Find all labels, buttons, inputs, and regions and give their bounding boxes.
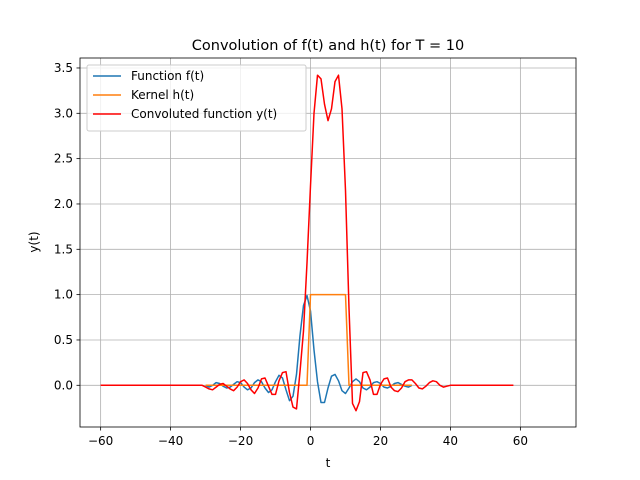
x-tick-label: 0 xyxy=(307,434,315,448)
legend-entry: Kernel h(t) xyxy=(131,88,194,102)
legend-entry: Function f(t) xyxy=(131,69,204,83)
x-tick-label: −20 xyxy=(228,434,253,448)
series-lines xyxy=(100,74,514,412)
series-line-3 xyxy=(100,74,514,412)
x-tick-label: 60 xyxy=(513,434,528,448)
x-tick-label: 40 xyxy=(443,434,458,448)
y-tick-label: 0.0 xyxy=(54,378,73,392)
y-axis-ticks: 0.0 0.5 1.0 1.5 2.0 2.5 3.0 3.5 xyxy=(54,61,80,392)
legend: Function f(t) Kernel h(t) Convoluted funct… xyxy=(86,64,307,132)
legend-box xyxy=(86,64,307,132)
y-axis-label: y(t) xyxy=(27,231,41,252)
y-tick-label: 2.0 xyxy=(54,197,73,211)
y-tick-label: 3.0 xyxy=(54,106,73,120)
series-line-2 xyxy=(205,293,412,387)
legend-entry: Convoluted function y(t) xyxy=(131,107,277,121)
y-tick-label: 0.5 xyxy=(54,333,73,347)
y-tick-label: 1.5 xyxy=(54,242,73,256)
chart-title: Convolution of f(t) and h(t) for T = 10 xyxy=(192,38,464,54)
x-tick-label: −40 xyxy=(158,434,183,448)
x-axis-label: t xyxy=(326,456,331,470)
y-tick-label: 2.5 xyxy=(54,152,73,166)
y-tick-label: 3.5 xyxy=(54,61,73,75)
plot-frame xyxy=(79,57,577,428)
x-tick-label: 20 xyxy=(373,434,388,448)
y-tick-label: 1.0 xyxy=(54,288,73,302)
x-tick-label: −60 xyxy=(88,434,113,448)
x-axis-ticks: −60 −40 −20 0 20 40 60 xyxy=(88,427,528,448)
